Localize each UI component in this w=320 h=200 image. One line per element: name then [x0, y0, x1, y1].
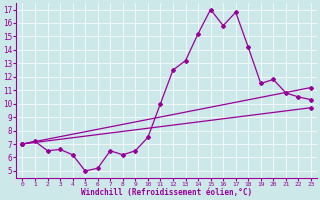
X-axis label: Windchill (Refroidissement éolien,°C): Windchill (Refroidissement éolien,°C) [81, 188, 252, 197]
